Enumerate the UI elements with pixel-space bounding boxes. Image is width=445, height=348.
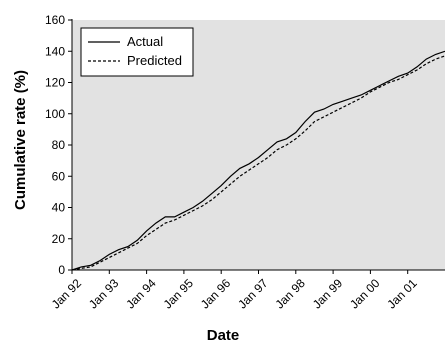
x-tick-label: Jan 94 xyxy=(123,276,159,312)
y-tick-label: 160 xyxy=(45,13,65,27)
x-tick-label: Jan 93 xyxy=(86,276,122,312)
y-axis-label: Cumulative rate (%) xyxy=(12,70,29,210)
series-line-actual xyxy=(71,50,445,271)
y-tick-label: 120 xyxy=(45,76,65,90)
series-layer xyxy=(71,50,445,271)
legend-predicted-label: Predicted xyxy=(127,53,182,68)
x-tick-label: Jan 95 xyxy=(161,276,197,312)
x-tick-label: Jan 96 xyxy=(198,276,234,312)
x-tick-label: Jan 92 xyxy=(49,276,85,312)
y-tick-label: 60 xyxy=(52,169,66,183)
y-tick-label: 40 xyxy=(52,201,66,215)
x-tick-label: Jan 99 xyxy=(310,276,346,312)
y-tick-label: 100 xyxy=(45,107,65,121)
legend-actual-label: Actual xyxy=(127,34,163,49)
y-tick-label: 20 xyxy=(52,232,66,246)
x-tick-label: Jan 01 xyxy=(384,276,420,312)
y-tick-label: 140 xyxy=(45,44,65,58)
x-tick-label: Jan 98 xyxy=(272,276,308,312)
x-axis-ticks: Jan 92 Jan 93 Jan 94 Jan 95 Jan 96 Jan 97 Jan … xyxy=(49,270,420,312)
y-tick-label: 0 xyxy=(58,263,65,277)
x-tick-label: Jan 00 xyxy=(347,276,383,312)
x-axis-label: Date xyxy=(207,327,240,344)
legend: Actual Predicted xyxy=(80,27,194,77)
series-line-predicted xyxy=(71,55,445,271)
y-axis-ticks: 0 20 40 60 80 100 120 140 160 xyxy=(45,13,72,277)
y-tick-label: 80 xyxy=(52,138,66,152)
legend-box xyxy=(80,27,194,77)
x-tick-label: Jan 97 xyxy=(235,276,271,312)
